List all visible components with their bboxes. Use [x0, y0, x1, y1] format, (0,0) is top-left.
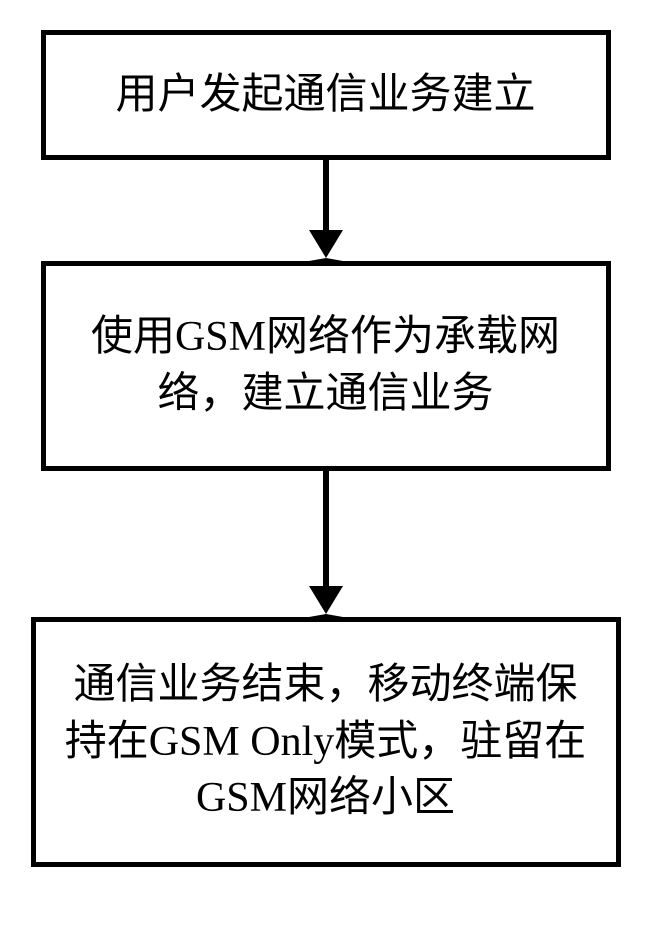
- arrow-shaft: [323, 471, 329, 586]
- flowchart-container: 用户发起通信业务建立使用GSM网络作为承载网 络，建立通信业务通信业务结束，移动…: [0, 0, 651, 934]
- flow-node-n3: 通信业务结束，移动终端保 持在GSM Only模式，驻留在 GSM网络小区: [31, 617, 621, 867]
- flow-edge: [0, 471, 651, 617]
- flow-node-label: 通信业务结束，移动终端保 持在GSM Only模式，驻留在 GSM网络小区: [65, 657, 587, 827]
- arrow-head-icon: [309, 586, 343, 617]
- arrow-head-icon: [309, 230, 343, 261]
- flow-node-label: 用户发起通信业务建立: [115, 67, 535, 124]
- flow-node-n1: 用户发起通信业务建立: [41, 30, 611, 160]
- arrow-shaft: [323, 160, 329, 230]
- flow-node-n2: 使用GSM网络作为承载网 络，建立通信业务: [41, 261, 611, 471]
- flow-node-label: 使用GSM网络作为承载网 络，建立通信业务: [91, 309, 560, 422]
- flow-edge: [0, 160, 651, 261]
